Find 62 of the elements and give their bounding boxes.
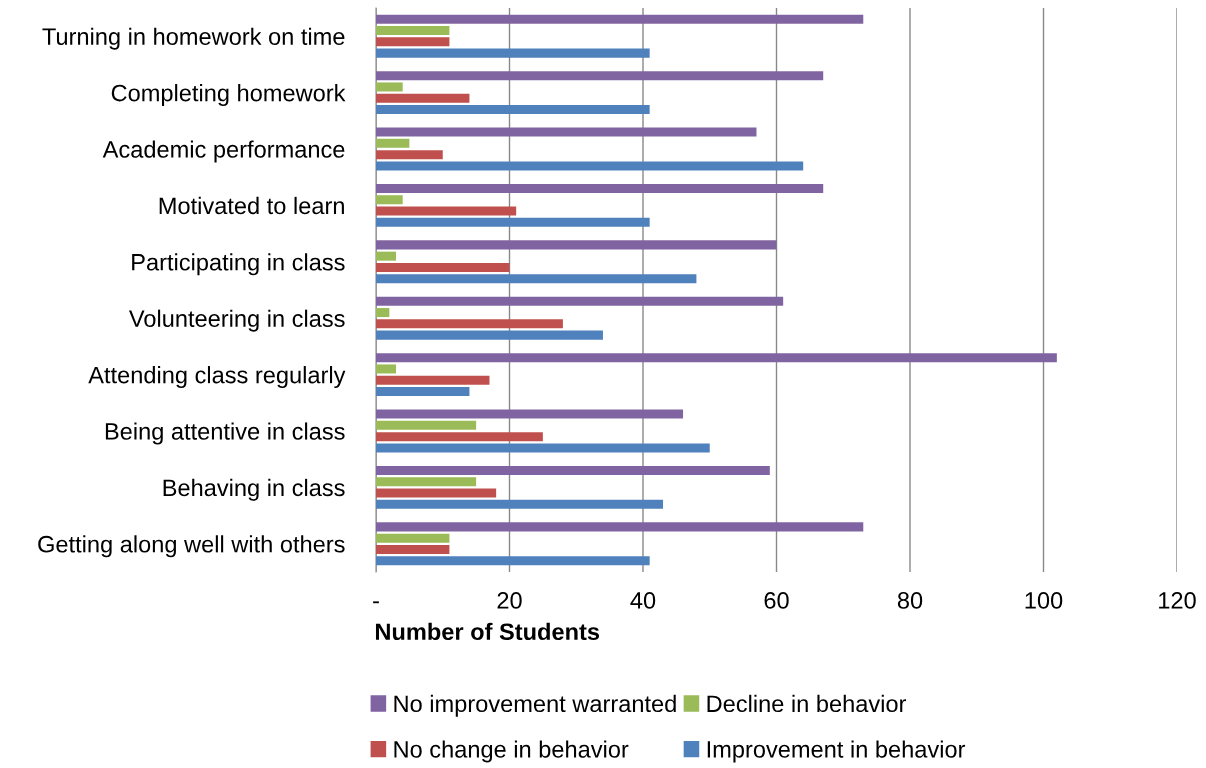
bar bbox=[376, 533, 450, 543]
bar bbox=[376, 488, 497, 498]
bar bbox=[376, 262, 510, 272]
bar bbox=[376, 71, 824, 81]
bar bbox=[376, 48, 650, 58]
bar bbox=[376, 319, 563, 329]
legend-label: No improvement warranted bbox=[394, 694, 676, 717]
bar bbox=[376, 240, 777, 250]
legend-label: Improvement in behavior bbox=[707, 740, 966, 763]
x-tick-label: 60 bbox=[764, 592, 789, 609]
bar bbox=[376, 465, 770, 475]
bar bbox=[376, 544, 450, 554]
bar bbox=[376, 432, 543, 442]
bar bbox=[376, 206, 517, 216]
bar bbox=[376, 93, 470, 103]
bar bbox=[376, 251, 397, 261]
bar bbox=[376, 105, 650, 115]
y-tick-label: Academic performance bbox=[102, 140, 345, 163]
bar bbox=[376, 556, 650, 566]
bar bbox=[376, 375, 490, 385]
bar bbox=[376, 274, 697, 284]
bar bbox=[376, 387, 470, 397]
bar bbox=[376, 364, 397, 374]
bar bbox=[376, 477, 477, 487]
y-tick-label: Getting along well with others bbox=[38, 535, 345, 558]
bar bbox=[376, 127, 757, 137]
x-tick-label: 100 bbox=[1025, 592, 1063, 609]
y-tick-label: Behaving in class bbox=[163, 478, 345, 501]
bar bbox=[376, 37, 450, 47]
y-tick-label: Motivated to learn bbox=[159, 196, 344, 215]
bar bbox=[376, 14, 864, 24]
x-tick-label: - bbox=[373, 601, 379, 604]
y-tick-label: Completing homework bbox=[111, 84, 346, 107]
y-tick-label: Turning in homework on time bbox=[42, 27, 345, 50]
bar bbox=[376, 296, 784, 306]
x-tick-label: 80 bbox=[897, 592, 923, 609]
y-tick-label: Being attentive in class bbox=[105, 422, 345, 445]
bar bbox=[376, 330, 603, 340]
x-axis-title: Number of Students bbox=[375, 622, 600, 641]
bar bbox=[376, 443, 710, 453]
bar bbox=[376, 26, 450, 36]
legend-label: Decline in behavior bbox=[707, 694, 907, 713]
x-tick-label: 120 bbox=[1159, 592, 1196, 609]
bar bbox=[376, 195, 403, 205]
bar bbox=[376, 499, 664, 509]
bar bbox=[376, 138, 410, 148]
legend-label: No change in behavior bbox=[394, 740, 629, 763]
bar bbox=[376, 161, 804, 171]
x-tick-label: 20 bbox=[497, 592, 522, 609]
bar bbox=[376, 150, 443, 160]
bar bbox=[376, 217, 650, 227]
bar bbox=[376, 522, 864, 532]
y-tick-label: Volunteering in class bbox=[128, 309, 345, 332]
y-tick-label: Attending class regularly bbox=[88, 366, 346, 389]
bar bbox=[376, 308, 390, 318]
bar bbox=[376, 183, 824, 193]
bar bbox=[376, 353, 1057, 363]
bar bbox=[376, 82, 403, 92]
x-tick-label: 40 bbox=[630, 592, 656, 609]
y-tick-label: Participating in class bbox=[132, 253, 345, 276]
bar bbox=[376, 420, 477, 430]
bar bbox=[376, 409, 684, 419]
